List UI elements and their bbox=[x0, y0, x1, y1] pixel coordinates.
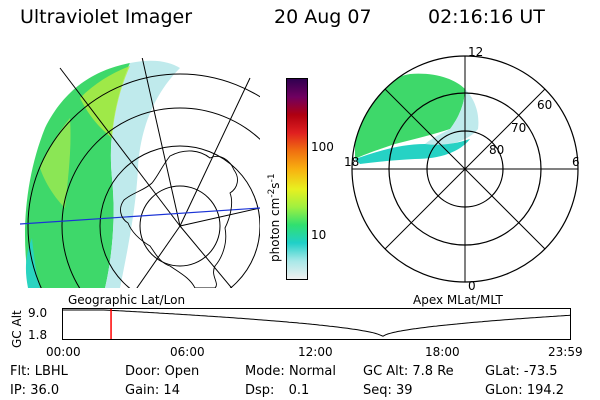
altitude-ylabel: GC Alt bbox=[10, 310, 24, 348]
dsp-info: Dsp: 0.1 bbox=[245, 383, 310, 398]
xtick-1800: 18:00 bbox=[425, 345, 460, 359]
filter-info: Flt: LBHL bbox=[10, 364, 68, 379]
apex-polar-plot: 12 6 0 18 60 70 80 bbox=[344, 45, 580, 293]
colorbar bbox=[286, 78, 308, 280]
glon-info: GLon: 194.2 bbox=[485, 383, 565, 398]
dayglow-region bbox=[105, 60, 180, 288]
mlt-label-0: 0 bbox=[468, 279, 476, 293]
altitude-plot bbox=[62, 308, 572, 340]
xtick-0600: 06:00 bbox=[170, 345, 205, 359]
xtick-2359: 23:59 bbox=[548, 345, 583, 359]
altitude-ytick-high: 9.0 bbox=[28, 306, 48, 320]
mode-info: Mode: Normal bbox=[245, 364, 336, 379]
lat-label-70: 70 bbox=[511, 121, 526, 135]
title-bar: Ultraviolet Imager 20 Aug 07 02:16:16 UT bbox=[0, 0, 600, 36]
seq-info: Seq: 39 bbox=[363, 383, 413, 398]
instrument-title: Ultraviolet Imager bbox=[20, 6, 193, 28]
geographic-image-panel bbox=[20, 58, 260, 288]
coastline-outline bbox=[120, 150, 238, 288]
glat-info: GLat: -73.5 bbox=[485, 364, 558, 379]
geo-panel-label: Geographic Lat/Lon bbox=[68, 293, 186, 307]
date-label: 20 Aug 07 bbox=[274, 6, 372, 28]
xtick-0000: 00:00 bbox=[46, 345, 81, 359]
altitude-curve bbox=[63, 309, 572, 337]
mlt-label-6: 6 bbox=[572, 155, 580, 169]
lat-label-80: 80 bbox=[489, 143, 504, 157]
altitude-plot-frame bbox=[62, 308, 571, 340]
gcalt-info: GC Alt: 7.8 Re bbox=[363, 364, 454, 379]
colorbar-unit-label: photon cm-2s-1 bbox=[267, 173, 282, 262]
colorbar-tick-10: 10 bbox=[311, 228, 327, 242]
polar-panel-label: Apex MLat/MLT bbox=[413, 293, 503, 307]
lat-label-60: 60 bbox=[537, 98, 552, 112]
gain-info: Gain: 14 bbox=[125, 383, 180, 398]
door-info: Door: Open bbox=[125, 364, 200, 379]
mlt-label-12: 12 bbox=[468, 45, 483, 59]
ip-info: IP: 36.0 bbox=[10, 383, 60, 398]
mlt-label-18: 18 bbox=[344, 155, 359, 169]
colorbar-tick-100: 100 bbox=[311, 140, 334, 154]
terminator-line bbox=[20, 207, 260, 225]
xtick-1200: 12:00 bbox=[298, 345, 333, 359]
altitude-ytick-low: 1.8 bbox=[28, 328, 48, 342]
time-label: 02:16:16 UT bbox=[428, 6, 545, 28]
